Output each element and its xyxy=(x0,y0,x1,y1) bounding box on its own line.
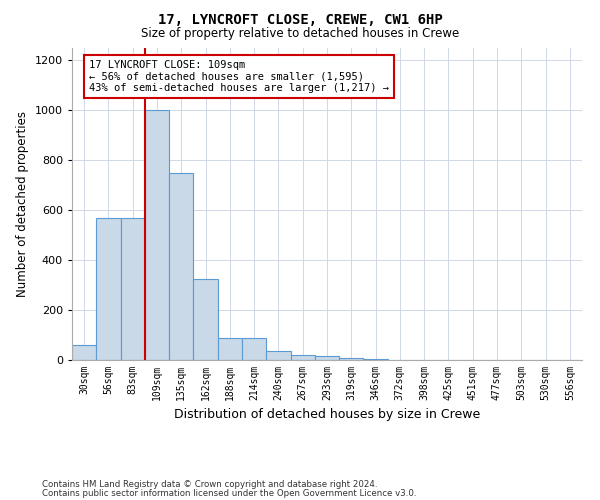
Bar xyxy=(364,359,388,360)
X-axis label: Distribution of detached houses by size in Crewe: Distribution of detached houses by size … xyxy=(174,408,480,422)
Bar xyxy=(315,356,339,360)
Bar xyxy=(121,218,145,360)
Bar xyxy=(193,279,218,360)
Bar xyxy=(266,351,290,360)
Bar xyxy=(72,345,96,360)
Y-axis label: Number of detached properties: Number of detached properties xyxy=(16,111,29,296)
Text: Contains HM Land Registry data © Crown copyright and database right 2024.: Contains HM Land Registry data © Crown c… xyxy=(42,480,377,489)
Bar xyxy=(96,218,121,360)
Bar xyxy=(290,355,315,360)
Bar xyxy=(242,338,266,360)
Bar xyxy=(339,358,364,360)
Text: 17, LYNCROFT CLOSE, CREWE, CW1 6HP: 17, LYNCROFT CLOSE, CREWE, CW1 6HP xyxy=(158,12,442,26)
Bar xyxy=(169,172,193,360)
Text: Size of property relative to detached houses in Crewe: Size of property relative to detached ho… xyxy=(141,28,459,40)
Text: Contains public sector information licensed under the Open Government Licence v3: Contains public sector information licen… xyxy=(42,489,416,498)
Bar xyxy=(145,110,169,360)
Text: 17 LYNCROFT CLOSE: 109sqm
← 56% of detached houses are smaller (1,595)
43% of se: 17 LYNCROFT CLOSE: 109sqm ← 56% of detac… xyxy=(89,60,389,93)
Bar xyxy=(218,338,242,360)
